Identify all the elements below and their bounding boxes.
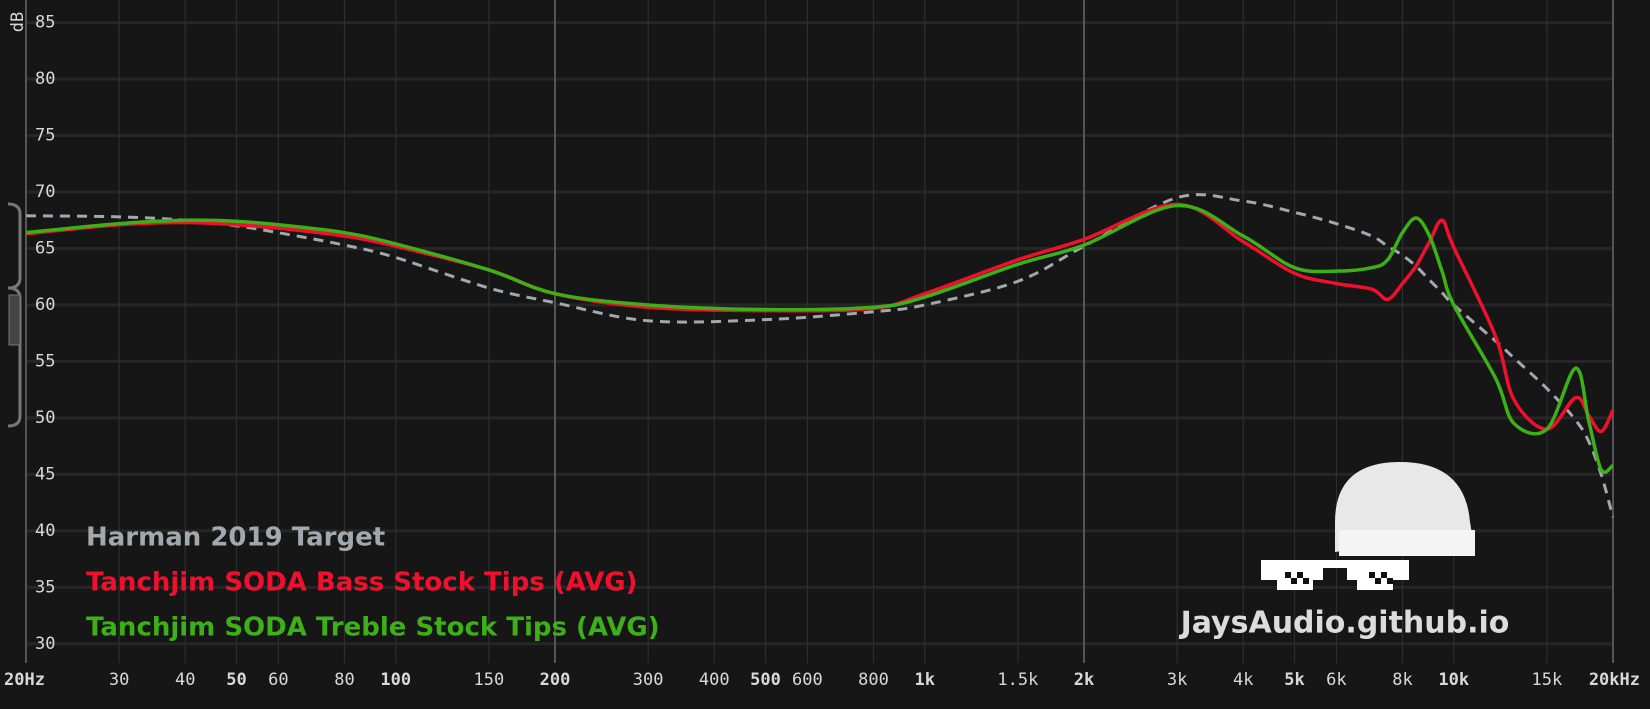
y-tick-label: 40 [35,521,55,541]
x-tick-label: 80 [334,670,354,690]
y-tick-label: 60 [35,295,55,315]
scale-handle[interactable] [7,202,22,428]
watermark: JaysAudio.github.io [1179,606,1510,641]
y-tick-label: 80 [35,69,55,89]
x-tick-label: 600 [792,670,823,690]
y-tick-label: 70 [35,182,55,202]
y-axis-label: dB [8,12,28,32]
x-tick-label: 8k [1392,670,1412,690]
legend-entry: Harman 2019 Target [86,523,385,553]
x-tick-label: 1k [915,670,935,690]
x-tick-label: 15k [1532,670,1563,690]
x-tick-label: 50 [226,670,246,690]
x-tick-label: 150 [474,670,505,690]
legend-entry: Tanchjim SODA Bass Stock Tips (AVG) [86,568,637,598]
x-tick-label: 60 [268,670,288,690]
y-tick-label: 85 [35,13,55,33]
y-tick-label: 50 [35,408,55,428]
x-tick-label: 300 [633,670,664,690]
x-tick-label: 2k [1074,670,1094,690]
y-tick-label: 30 [35,634,55,654]
x-tick-label: 4k [1233,670,1253,690]
logo [1261,462,1475,590]
x-tick-label: 200 [540,670,571,690]
y-tick-label: 75 [35,126,55,146]
y-tick-label: 45 [35,464,55,484]
x-tick-label: 1.5k [997,670,1038,690]
x-tick-label: 800 [858,670,889,690]
x-tick-label: 500 [750,670,781,690]
x-tick-label: 400 [699,670,730,690]
x-tick-label: 40 [175,670,195,690]
x-tick-label: 10k [1438,670,1469,690]
x-tick-label: 6k [1326,670,1346,690]
x-tick-label: 20Hz [4,670,45,690]
y-tick-label: 55 [35,351,55,371]
x-tick-label: 30 [109,670,129,690]
scale-grip[interactable] [8,294,21,346]
y-tick-label: 65 [35,238,55,258]
x-tick-label: 20kHz [1589,670,1640,690]
x-tick-label: 3k [1167,670,1187,690]
x-tick-label: 100 [380,670,411,690]
line [25,203,1615,475]
y-tick-label: 35 [35,577,55,597]
x-tick-label: 5k [1284,670,1304,690]
legend-entry: Tanchjim SODA Treble Stock Tips (AVG) [86,613,660,643]
